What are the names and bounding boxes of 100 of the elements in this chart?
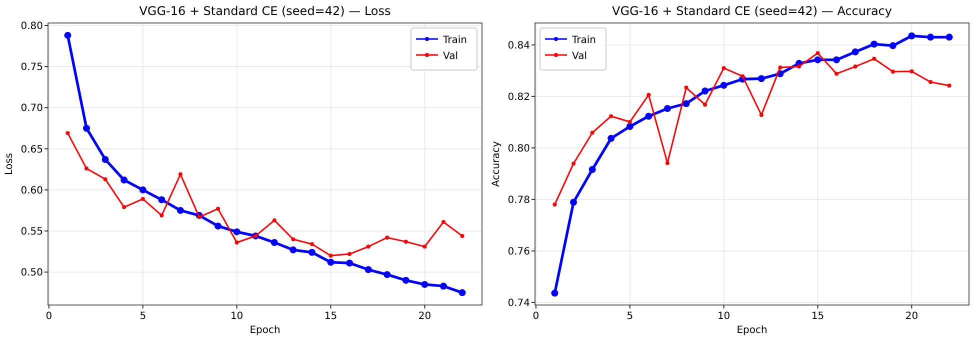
point <box>853 64 858 69</box>
x-tick-label: 10 <box>717 311 730 322</box>
x-axis-title: Epoch <box>250 325 280 336</box>
point <box>609 114 614 118</box>
chart-title: VGG-16 + Standard CE (seed=42) — Loss <box>139 4 391 18</box>
point <box>910 69 914 74</box>
y-tick-label: 0.80 <box>508 143 530 154</box>
point <box>722 66 726 70</box>
point <box>889 42 896 50</box>
point <box>852 48 859 56</box>
y-tick-label: 0.78 <box>508 194 530 206</box>
point <box>460 234 464 238</box>
point <box>759 112 764 117</box>
point <box>796 64 801 69</box>
point <box>646 92 651 97</box>
point <box>608 134 615 142</box>
point <box>83 124 90 132</box>
point <box>310 242 314 246</box>
point <box>385 236 390 240</box>
y-tick-label: 0.60 <box>20 185 43 196</box>
y-tick-label: 0.70 <box>20 103 43 114</box>
point <box>270 239 278 246</box>
point <box>552 202 557 207</box>
point <box>402 276 410 284</box>
point <box>233 228 240 236</box>
point <box>703 102 708 107</box>
point <box>158 196 166 204</box>
point <box>588 166 596 174</box>
y-axis-title: Loss <box>4 153 15 175</box>
point <box>348 252 352 256</box>
point <box>422 244 427 249</box>
x-tick-label: 0 <box>532 311 540 322</box>
x-axis-title: Epoch <box>736 325 768 336</box>
point <box>778 66 782 70</box>
point <box>140 196 145 201</box>
point <box>872 56 876 61</box>
point <box>122 205 126 210</box>
y-tick-label: 0.84 <box>508 40 530 52</box>
point <box>833 56 840 64</box>
point <box>120 176 128 184</box>
y-tick-label: 0.55 <box>20 226 43 238</box>
legend-label: Val <box>572 51 587 62</box>
point <box>327 258 334 266</box>
point <box>234 240 239 245</box>
y-tick-label: 0.65 <box>20 144 43 156</box>
x-tick-label: 10 <box>230 311 244 322</box>
y-tick-label: 0.74 <box>508 298 530 309</box>
point <box>64 32 72 39</box>
point <box>682 100 690 108</box>
y-tick-label: 0.82 <box>508 92 530 103</box>
point <box>834 72 839 76</box>
y-tick-label: 0.76 <box>508 246 530 258</box>
x-tick-label: 15 <box>811 311 824 322</box>
point <box>66 131 70 136</box>
x-tick-label: 20 <box>418 311 432 322</box>
point <box>946 34 953 41</box>
point <box>328 254 333 258</box>
point <box>440 282 447 290</box>
point <box>197 215 202 220</box>
chart-title: VGG-16 + Standard CE (seed=42) — Accuracy <box>612 4 892 18</box>
point <box>421 280 428 288</box>
point <box>364 266 372 274</box>
point <box>684 86 688 90</box>
point <box>139 186 146 194</box>
point <box>928 80 932 84</box>
point <box>908 32 916 40</box>
point <box>702 87 709 94</box>
point <box>926 34 934 41</box>
point <box>384 271 391 278</box>
point <box>308 248 316 256</box>
point <box>84 166 89 171</box>
point <box>216 206 220 211</box>
point <box>441 220 446 224</box>
point <box>720 82 728 89</box>
point <box>551 290 558 297</box>
legend-label: Train <box>442 35 467 46</box>
point <box>814 56 822 64</box>
y-tick-label: 0.80 <box>20 20 43 32</box>
x-tick-label: 5 <box>140 311 146 322</box>
point <box>160 213 164 218</box>
point <box>758 75 765 82</box>
point <box>178 172 182 176</box>
point <box>570 198 578 206</box>
point <box>645 112 652 120</box>
point <box>665 161 670 166</box>
point <box>664 105 671 112</box>
x-tick-label: 20 <box>905 311 918 322</box>
x-tick-label: 15 <box>324 311 338 322</box>
y-axis-title: Accuracy <box>491 141 502 187</box>
point <box>366 244 370 249</box>
point <box>346 260 354 267</box>
y-tick-label: 0.75 <box>20 62 43 74</box>
point <box>458 289 466 296</box>
x-tick-label: 5 <box>626 311 634 322</box>
point <box>404 240 408 244</box>
point <box>214 222 222 230</box>
point <box>590 130 594 135</box>
point <box>290 246 297 254</box>
point <box>870 40 878 48</box>
point <box>626 123 634 130</box>
